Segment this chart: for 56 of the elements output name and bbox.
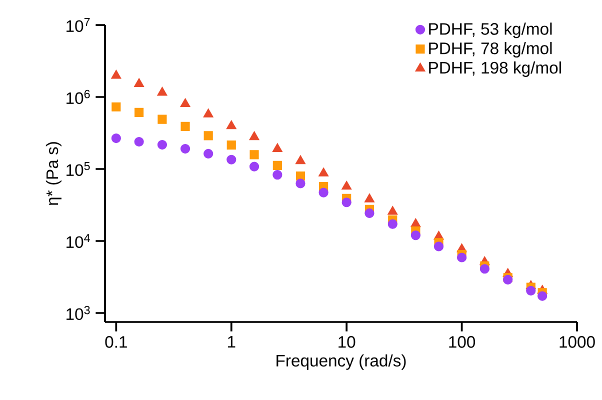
- point: [480, 264, 490, 274]
- point: [341, 180, 352, 190]
- point: [295, 155, 306, 164]
- point: [272, 143, 283, 152]
- point: [111, 70, 122, 79]
- legend-label: PDHF, 78 kg/mol: [429, 42, 552, 58]
- y-tick-label: 10$^{6}$: [66, 90, 90, 104]
- y-axis-title: η* (Pa s): [46, 142, 62, 206]
- x-axis-title: Frequency (rad/s): [276, 354, 406, 370]
- point: [388, 219, 398, 229]
- x-tick-label: 0.1: [105, 336, 127, 348]
- point: [111, 133, 121, 144]
- point: [318, 167, 329, 176]
- point: [342, 198, 352, 208]
- point: [158, 114, 167, 124]
- point: [410, 218, 421, 228]
- y-tick-label: 10$^{7}$: [66, 18, 90, 32]
- point: [364, 208, 374, 218]
- point: [296, 178, 306, 188]
- x-tick-label: 100: [449, 336, 476, 348]
- point: [318, 188, 328, 198]
- point: [410, 230, 420, 240]
- point: [249, 131, 260, 140]
- point: [112, 102, 121, 112]
- x-tick-label: 1: [228, 336, 236, 348]
- point: [364, 193, 375, 202]
- x-tick-label: 10: [338, 336, 356, 348]
- point: [226, 154, 236, 164]
- point: [249, 162, 260, 172]
- point: [503, 274, 513, 285]
- point: [388, 206, 398, 215]
- point: [180, 144, 190, 154]
- point: [226, 120, 236, 130]
- point: [526, 286, 536, 296]
- y-tick-label: 10$^{3}$: [66, 306, 90, 320]
- x-tick-label: 1000: [560, 336, 595, 348]
- point: [272, 170, 282, 180]
- point: [157, 86, 168, 96]
- point: [134, 78, 144, 87]
- legend-label: PDHF, 198 kg/mol: [429, 61, 561, 77]
- point: [203, 108, 214, 118]
- point: [204, 131, 213, 140]
- point: [434, 242, 444, 252]
- point: [272, 160, 282, 170]
- point: [456, 252, 467, 262]
- legend-label: PDHF, 53 kg/mol: [429, 22, 552, 38]
- point: [157, 140, 168, 150]
- y-tick-label: 10$^{4}$: [66, 234, 90, 248]
- y-tick-label: 10$^{5}$: [66, 162, 90, 176]
- point: [204, 148, 214, 159]
- point: [250, 150, 259, 160]
- point: [226, 140, 236, 150]
- point: [134, 136, 144, 147]
- point: [134, 108, 144, 117]
- point: [180, 98, 190, 108]
- point: [180, 122, 190, 131]
